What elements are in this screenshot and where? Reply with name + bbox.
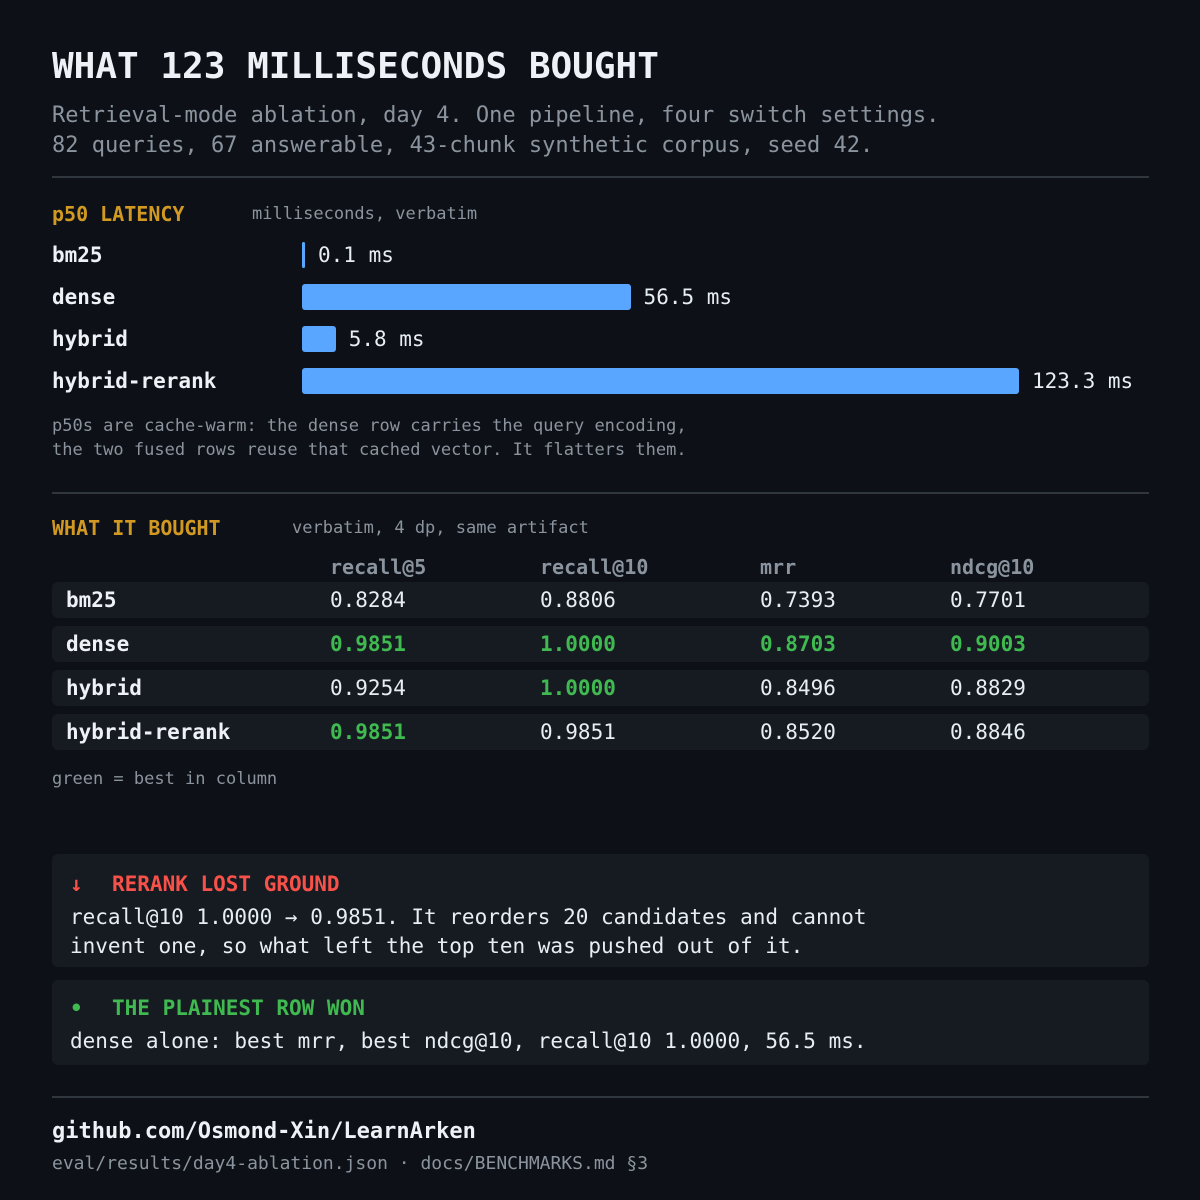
divider [52,1096,1149,1098]
subtitle-line: 82 queries, 67 answerable, 43-chunk synt… [52,133,874,158]
divider [52,492,1149,494]
callout-rerank-lost: ↓ RERANK LOST GROUND recall@10 1.0000 → … [52,854,1149,967]
subtitle-line: Retrieval-mode ablation, day 4. One pipe… [52,103,940,128]
latency-bar [302,326,336,352]
callout-body-line: recall@10 1.0000 → 0.9851. It reorders 2… [70,905,867,929]
latency-row: bm25 0.1 ms [52,236,1149,278]
column-header-mrr: mrr [760,555,797,579]
metrics-heading: WHAT IT BOUGHT [52,516,221,540]
row-label: bm25 [66,588,117,612]
callout-body-line: invent one, so what left the top ten was… [70,934,804,958]
bar-value-label: 0.1 ms [318,243,394,267]
table-row: hybrid-rerank 0.9851 0.9851 0.8520 0.8846 [52,714,1149,750]
callout-body: recall@10 1.0000 → 0.9851. It reorders 2… [70,903,867,961]
table-cell: 0.9003 [950,632,1026,656]
latency-bar [302,242,305,268]
table-cell: 0.8846 [950,720,1026,744]
table-cell: 0.8496 [760,676,836,700]
bar-category-label: hybrid-rerank [52,369,217,393]
page-title: WHAT 123 MILLISECONDS BOUGHT [52,46,659,87]
latency-bar [302,284,631,310]
column-header-recall-at-10: recall@10 [540,555,649,579]
bar-category-label: dense [52,285,116,309]
divider [52,176,1149,178]
callout-heading: THE PLAINEST ROW WON [112,996,365,1020]
bar-value-label: 123.3 ms [1032,369,1134,393]
repo-link[interactable]: github.com/Osmond-Xin/LearnArken [52,1119,476,1144]
table-cell: 0.8703 [760,632,836,656]
latency-footnote: p50s are cache-warm: the dense row carri… [52,414,687,462]
table-cell: 0.9851 [330,720,406,744]
latency-row: hybrid-rerank 123.3 ms [52,362,1149,404]
column-header-ndcg-at-10: ndcg@10 [950,555,1035,579]
metrics-note: verbatim, 4 dp, same artifact [292,518,589,538]
row-label: hybrid-rerank [66,720,231,744]
latency-heading: p50 LATENCY [52,202,185,226]
table-cell: 0.9851 [540,720,616,744]
bar-category-label: hybrid [52,327,128,351]
latency-row: dense 56.5 ms [52,278,1149,320]
table-cell: 1.0000 [540,676,616,700]
table-cell: 0.9851 [330,632,406,656]
latency-note: milliseconds, verbatim [252,204,478,224]
footnote-line: p50s are cache-warm: the dense row carri… [52,416,687,436]
bar-value-label: 56.5 ms [643,285,733,309]
table-cell: 0.7701 [950,588,1026,612]
callout-plainest-row: • THE PLAINEST ROW WON dense alone: best… [52,980,1149,1065]
bullet-icon: • [70,996,83,1020]
table-row: bm25 0.8284 0.8806 0.7393 0.7701 [52,582,1149,618]
table-cell: 1.0000 [540,632,616,656]
latency-bar-chart: bm25 0.1 ms dense 56.5 ms hybrid 5.8 ms hybrid… [52,236,1149,406]
row-label: dense [66,632,130,656]
table-cell: 0.7393 [760,588,836,612]
latency-bar [302,368,1019,394]
page-subtitle: Retrieval-mode ablation, day 4. One pipe… [52,101,939,161]
footnote-line: the two fused rows reuse that cached vec… [52,440,687,460]
table-cell: 0.8284 [330,588,406,612]
source-paths: eval/results/day4-ablation.json · docs/B… [52,1153,649,1174]
best-legend: green = best in column [52,769,278,789]
table-row: dense 0.9851 1.0000 0.8703 0.9003 [52,626,1149,662]
table-cell: 0.9254 [330,676,406,700]
bar-value-label: 5.8 ms [348,327,425,351]
table-cell: 0.8520 [760,720,836,744]
latency-row: hybrid 5.8 ms [52,320,1149,362]
table-row: hybrid 0.9254 1.0000 0.8496 0.8829 [52,670,1149,706]
row-label: hybrid [66,676,142,700]
column-header-recall-at-5: recall@5 [330,555,427,579]
page: WHAT 123 MILLISECONDS BOUGHT Retrieval-m… [52,0,1149,1200]
callout-heading: RERANK LOST GROUND [112,872,340,896]
callout-body-line: dense alone: best mrr, best ndcg@10, rec… [70,1029,867,1053]
bar-category-label: bm25 [52,243,103,267]
table-cell: 0.8806 [540,588,616,612]
callout-body: dense alone: best mrr, best ndcg@10, rec… [70,1027,867,1056]
table-cell: 0.8829 [950,676,1026,700]
down-arrow-icon: ↓ [70,872,83,896]
